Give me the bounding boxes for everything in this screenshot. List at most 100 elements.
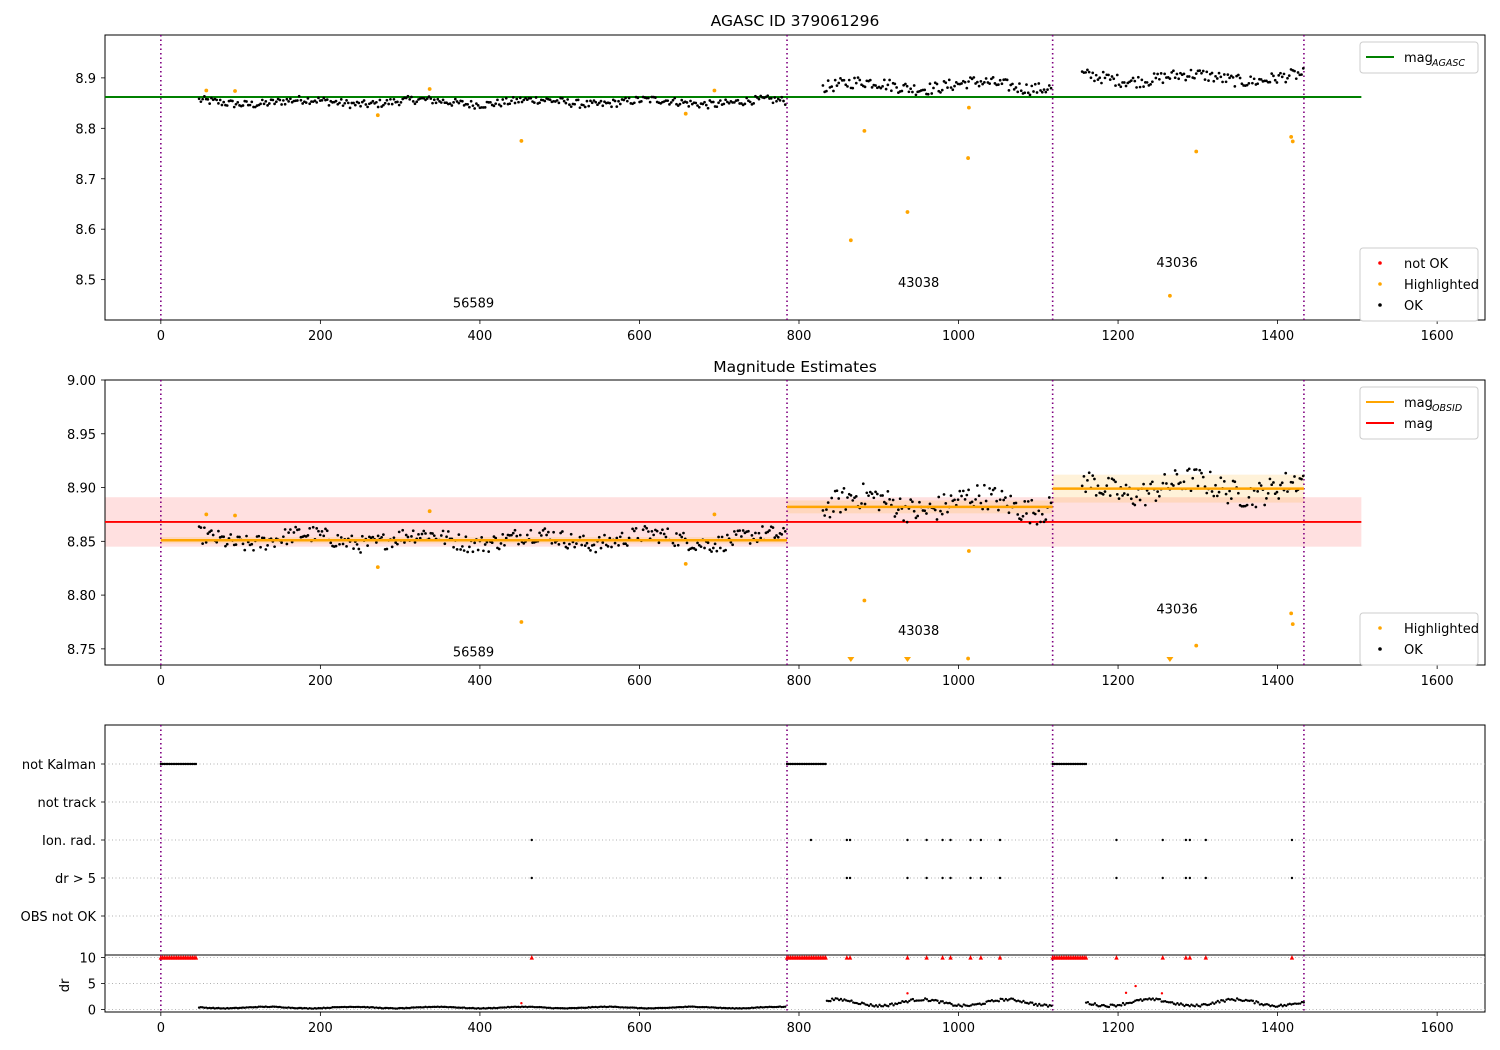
ok-point <box>1284 80 1288 84</box>
ok-point <box>685 541 689 545</box>
dr-point <box>994 999 997 1002</box>
ok-point <box>452 100 455 104</box>
ok-point <box>1033 82 1037 86</box>
ok-point <box>1222 73 1226 76</box>
dr-point <box>599 1005 603 1008</box>
ok-point <box>524 96 527 100</box>
ok-point <box>545 533 548 537</box>
flag-point <box>1290 838 1294 842</box>
ok-point <box>828 515 832 519</box>
dr-point <box>1050 1004 1053 1008</box>
x-axis-tick-label: 200 <box>308 329 333 344</box>
ok-point <box>625 99 629 103</box>
ok-point <box>932 86 935 90</box>
dr-point <box>622 1006 626 1009</box>
ok-point <box>729 540 733 544</box>
ok-point <box>1135 495 1138 499</box>
ok-point <box>673 96 677 100</box>
dr-point <box>457 1006 461 1009</box>
ok-point <box>715 105 719 109</box>
ok-point <box>257 534 261 538</box>
dr-point <box>692 1005 696 1008</box>
flag-point <box>1084 762 1088 766</box>
ok-point <box>1117 497 1121 500</box>
ok-point <box>1035 91 1039 94</box>
ok-point <box>757 531 761 535</box>
ok-point <box>940 512 944 516</box>
ok-point <box>624 542 627 546</box>
ok-point <box>825 508 828 511</box>
ok-point <box>569 532 573 536</box>
ok-point <box>538 531 541 535</box>
ok-point <box>204 541 208 544</box>
ok-point <box>566 98 570 101</box>
ok-point <box>925 512 928 515</box>
ok-point <box>1030 498 1034 502</box>
ok-point <box>443 542 447 546</box>
ok-point <box>425 97 429 100</box>
ok-point <box>895 86 898 89</box>
ok-point <box>657 541 661 545</box>
y-axis-tick-label: 10 <box>79 952 96 967</box>
x-axis-tick-label: 600 <box>627 329 652 344</box>
dr-point <box>1293 1002 1297 1005</box>
ok-point <box>201 97 204 101</box>
ok-point <box>1089 76 1093 80</box>
ok-point <box>1210 490 1214 493</box>
dr-point <box>1139 998 1142 1001</box>
flag-point <box>1070 762 1074 766</box>
dr-point <box>966 1004 969 1007</box>
dr-point <box>1146 998 1149 1001</box>
dr-point <box>1046 1005 1050 1008</box>
ok-point <box>911 500 914 504</box>
dr-point <box>1251 999 1255 1003</box>
ok-point <box>870 492 874 496</box>
dr-point <box>1274 1005 1277 1008</box>
dr-point <box>1109 1003 1112 1006</box>
ok-point <box>297 94 301 98</box>
ok-point <box>1014 501 1018 505</box>
ok-point <box>366 544 369 547</box>
ok-point <box>632 101 636 105</box>
dr-point <box>347 1005 350 1009</box>
ok-point <box>343 101 347 105</box>
flag-point <box>1076 762 1079 766</box>
ok-point <box>851 499 855 502</box>
ok-point <box>1175 472 1179 476</box>
ok-point <box>267 102 271 105</box>
dr-point <box>376 1006 380 1010</box>
ok-point <box>1039 89 1042 92</box>
dr-point <box>448 1005 452 1009</box>
ok-point <box>473 541 476 545</box>
ok-point <box>1152 72 1156 75</box>
ok-point <box>754 531 757 535</box>
legend-label: Highlighted <box>1404 278 1479 293</box>
ok-point <box>525 533 529 537</box>
ok-point <box>385 98 389 102</box>
ok-point <box>967 80 970 83</box>
ok-point <box>234 102 238 106</box>
ok-point <box>891 498 895 502</box>
x-axis-tick-label: 200 <box>308 1021 333 1036</box>
ok-point <box>645 526 648 530</box>
ok-point <box>949 86 953 89</box>
ok-point <box>666 99 670 103</box>
ok-point <box>930 92 934 95</box>
ok-point <box>534 96 538 99</box>
ok-point <box>371 99 375 103</box>
ok-point <box>308 102 312 106</box>
dr-point <box>741 1006 745 1010</box>
dr-point <box>434 1005 438 1009</box>
highlighted-point <box>862 598 867 603</box>
dr-point <box>352 1005 355 1009</box>
dr-point <box>650 1007 654 1010</box>
ok-point <box>1268 477 1272 481</box>
dr-clipped-marker <box>924 955 929 960</box>
ok-point <box>441 529 445 533</box>
ok-point <box>241 542 245 546</box>
ok-point <box>357 101 361 105</box>
ok-point <box>422 529 426 533</box>
ok-point <box>229 533 233 536</box>
ok-point <box>503 543 506 547</box>
ok-point <box>870 85 874 89</box>
